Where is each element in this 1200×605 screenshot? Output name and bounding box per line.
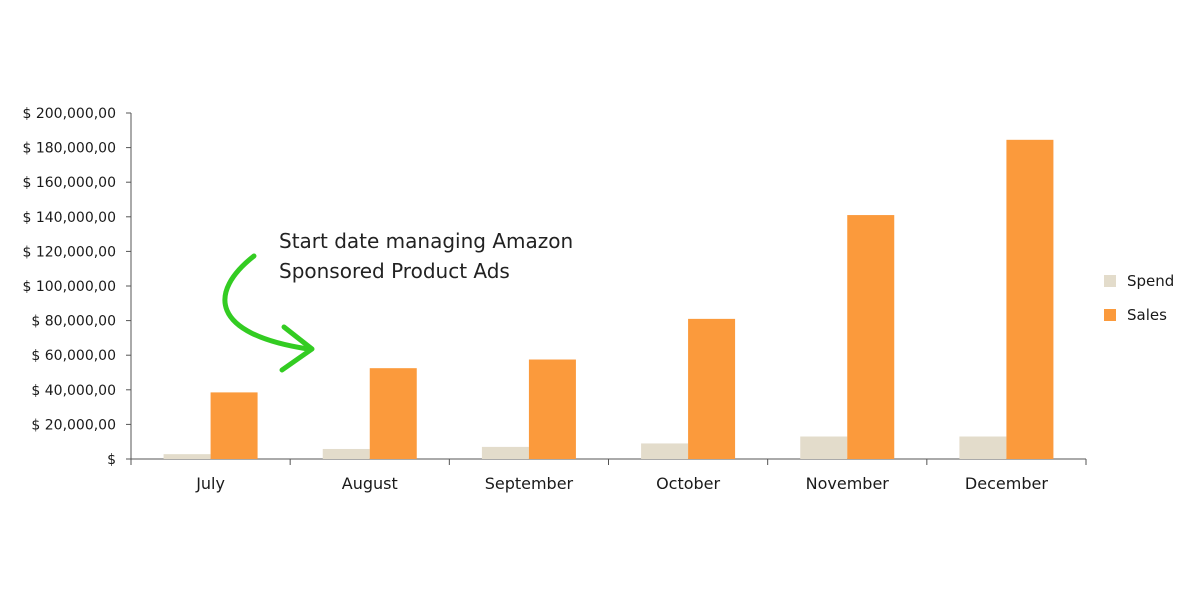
legend-label-sales: Sales: [1127, 306, 1167, 324]
x-tick-label: August: [342, 474, 398, 493]
y-tick-label: $ 80,000,00: [31, 314, 116, 330]
y-tick-label: $: [107, 452, 116, 468]
bar-sales-september: [528, 359, 576, 459]
bar-spend-october: [641, 443, 689, 459]
bar-sales-november: [847, 215, 895, 459]
y-tick-label: $ 60,000,00: [31, 348, 116, 364]
y-tick-label: $ 20,000,00: [31, 417, 116, 433]
x-tick-label: December: [965, 474, 1048, 493]
bar-sales-december: [1006, 139, 1054, 459]
y-tick-label: $ 120,000,00: [22, 244, 116, 260]
y-tick-label: $ 40,000,00: [31, 383, 116, 399]
bar-spend-july: [163, 454, 211, 459]
legend: Spend Sales: [1104, 272, 1174, 324]
legend-swatch-sales: [1104, 309, 1116, 321]
bar-sales-august: [369, 368, 417, 459]
bar-spend-december: [959, 436, 1007, 459]
y-tick-label: $ 140,000,00: [22, 210, 116, 226]
x-tick-label: July: [195, 474, 225, 493]
legend-label-spend: Spend: [1127, 272, 1174, 290]
x-tick-label: September: [485, 474, 574, 493]
y-tick-label: $ 160,000,00: [22, 175, 116, 191]
x-tick-label: October: [656, 474, 720, 493]
y-axis: $ $ 20,000,00 $ 40,000,00 $ 60,000,00 $ 80,0…: [22, 106, 132, 468]
bar-spend-november: [800, 436, 848, 459]
bar-sales-october: [688, 318, 736, 459]
bar-sales-july: [210, 392, 258, 459]
y-tick-label: $ 200,000,00: [22, 106, 116, 122]
bar-spend-september: [481, 446, 529, 459]
annotation-line-2: Sponsored Product Ads: [279, 259, 510, 283]
bar-spend-august: [322, 448, 370, 459]
x-axis: July August September October November Decemb…: [130, 458, 1087, 493]
annotation: Start date managing Amazon Sponsored Pro…: [222, 229, 573, 373]
legend-swatch-spend: [1104, 275, 1116, 287]
x-tick-label: November: [806, 474, 890, 493]
annotation-line-1: Start date managing Amazon: [279, 229, 573, 253]
annotation-arrowhead: [279, 324, 315, 373]
y-tick-label: $ 100,000,00: [22, 279, 116, 295]
annotation-arrow: [222, 253, 311, 352]
y-tick-label: $ 180,000,00: [22, 141, 116, 157]
bars: [163, 139, 1054, 459]
